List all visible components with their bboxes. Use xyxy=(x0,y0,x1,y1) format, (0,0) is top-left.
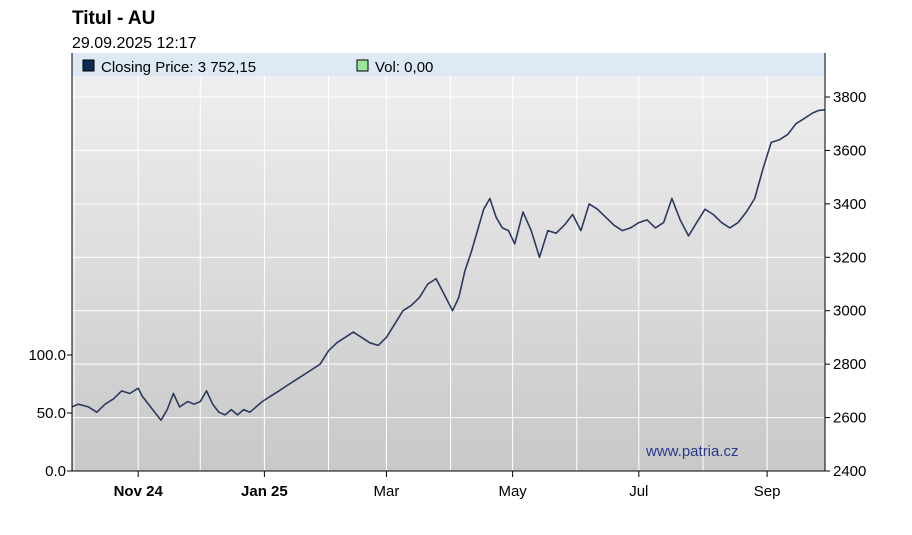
price-tick-label: 2400 xyxy=(833,463,866,480)
x-tick-label: Jul xyxy=(629,483,648,500)
price-tick-label: 3800 xyxy=(833,89,866,106)
price-tick-label: 3400 xyxy=(833,196,866,213)
price-tick-label: 3600 xyxy=(833,142,866,159)
legend: Closing Price: 3 752,15 Vol: 0,00 xyxy=(82,59,433,76)
legend-swatch-closing-price xyxy=(82,59,95,72)
chart-title: Titul - AU xyxy=(72,8,156,29)
x-tick-label: Jan 25 xyxy=(241,483,288,500)
x-tick-label: Sep xyxy=(754,483,781,500)
price-tick-label: 2600 xyxy=(833,410,866,427)
volume-tick-label: 0.0 xyxy=(45,463,66,480)
series-line-closing-price xyxy=(71,109,826,422)
legend-band xyxy=(72,53,825,76)
volume-tick-label: 50.0 xyxy=(37,405,66,422)
x-tick-label: Nov 24 xyxy=(114,483,164,500)
volume-tick-label: 100.0 xyxy=(28,347,66,364)
price-tick-label: 3200 xyxy=(833,249,866,266)
price-tick-label: 2800 xyxy=(833,356,866,373)
x-tick-label: Mar xyxy=(374,483,400,500)
legend-label-closing-price: Closing Price: 3 752,15 xyxy=(101,59,256,76)
price-tick-label: 3000 xyxy=(833,303,866,320)
chart-timestamp: 29.09.2025 12:17 xyxy=(72,35,197,52)
watermark: www.patria.cz xyxy=(645,443,739,460)
plot-area xyxy=(72,53,825,471)
x-tick-label: May xyxy=(498,483,527,500)
legend-label-vol: Vol: 0,00 xyxy=(375,59,433,76)
legend-swatch-vol xyxy=(356,59,369,72)
